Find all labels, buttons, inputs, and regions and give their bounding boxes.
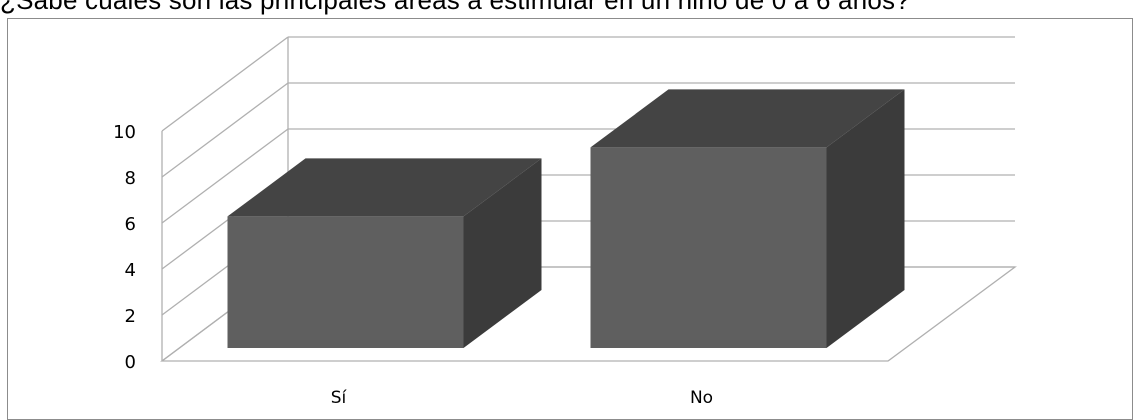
bar-front [590,147,827,348]
gridline-diagonal [161,82,289,178]
gridline-diagonal [161,128,289,224]
gridline-diagonal [161,36,289,132]
y-axis-ticks: 0 2 4 6 8 10 [113,122,136,373]
y-tick-label: 4 [125,260,136,281]
x-axis-categories: Sí No [331,388,713,408]
bar-top [590,89,905,148]
x-category-label: No [690,388,713,408]
chart-frame [7,18,1133,420]
bar-side [463,158,542,348]
bar-side [826,89,905,349]
y-tick-label: 6 [125,214,136,235]
y-tick-label: 2 [125,306,136,327]
y-tick-label: 10 [113,122,136,143]
bar-front [227,216,464,348]
bar-2 [590,89,905,349]
bars [227,89,905,349]
bar-1 [227,158,542,348]
y-tick-label: 0 [125,352,136,373]
chart-title: ¿Sabe cuáles son las principales áreas a… [0,0,910,15]
y-tick-label: 8 [125,168,136,189]
x-category-label: Sí [331,388,348,408]
bar-top [227,158,542,217]
